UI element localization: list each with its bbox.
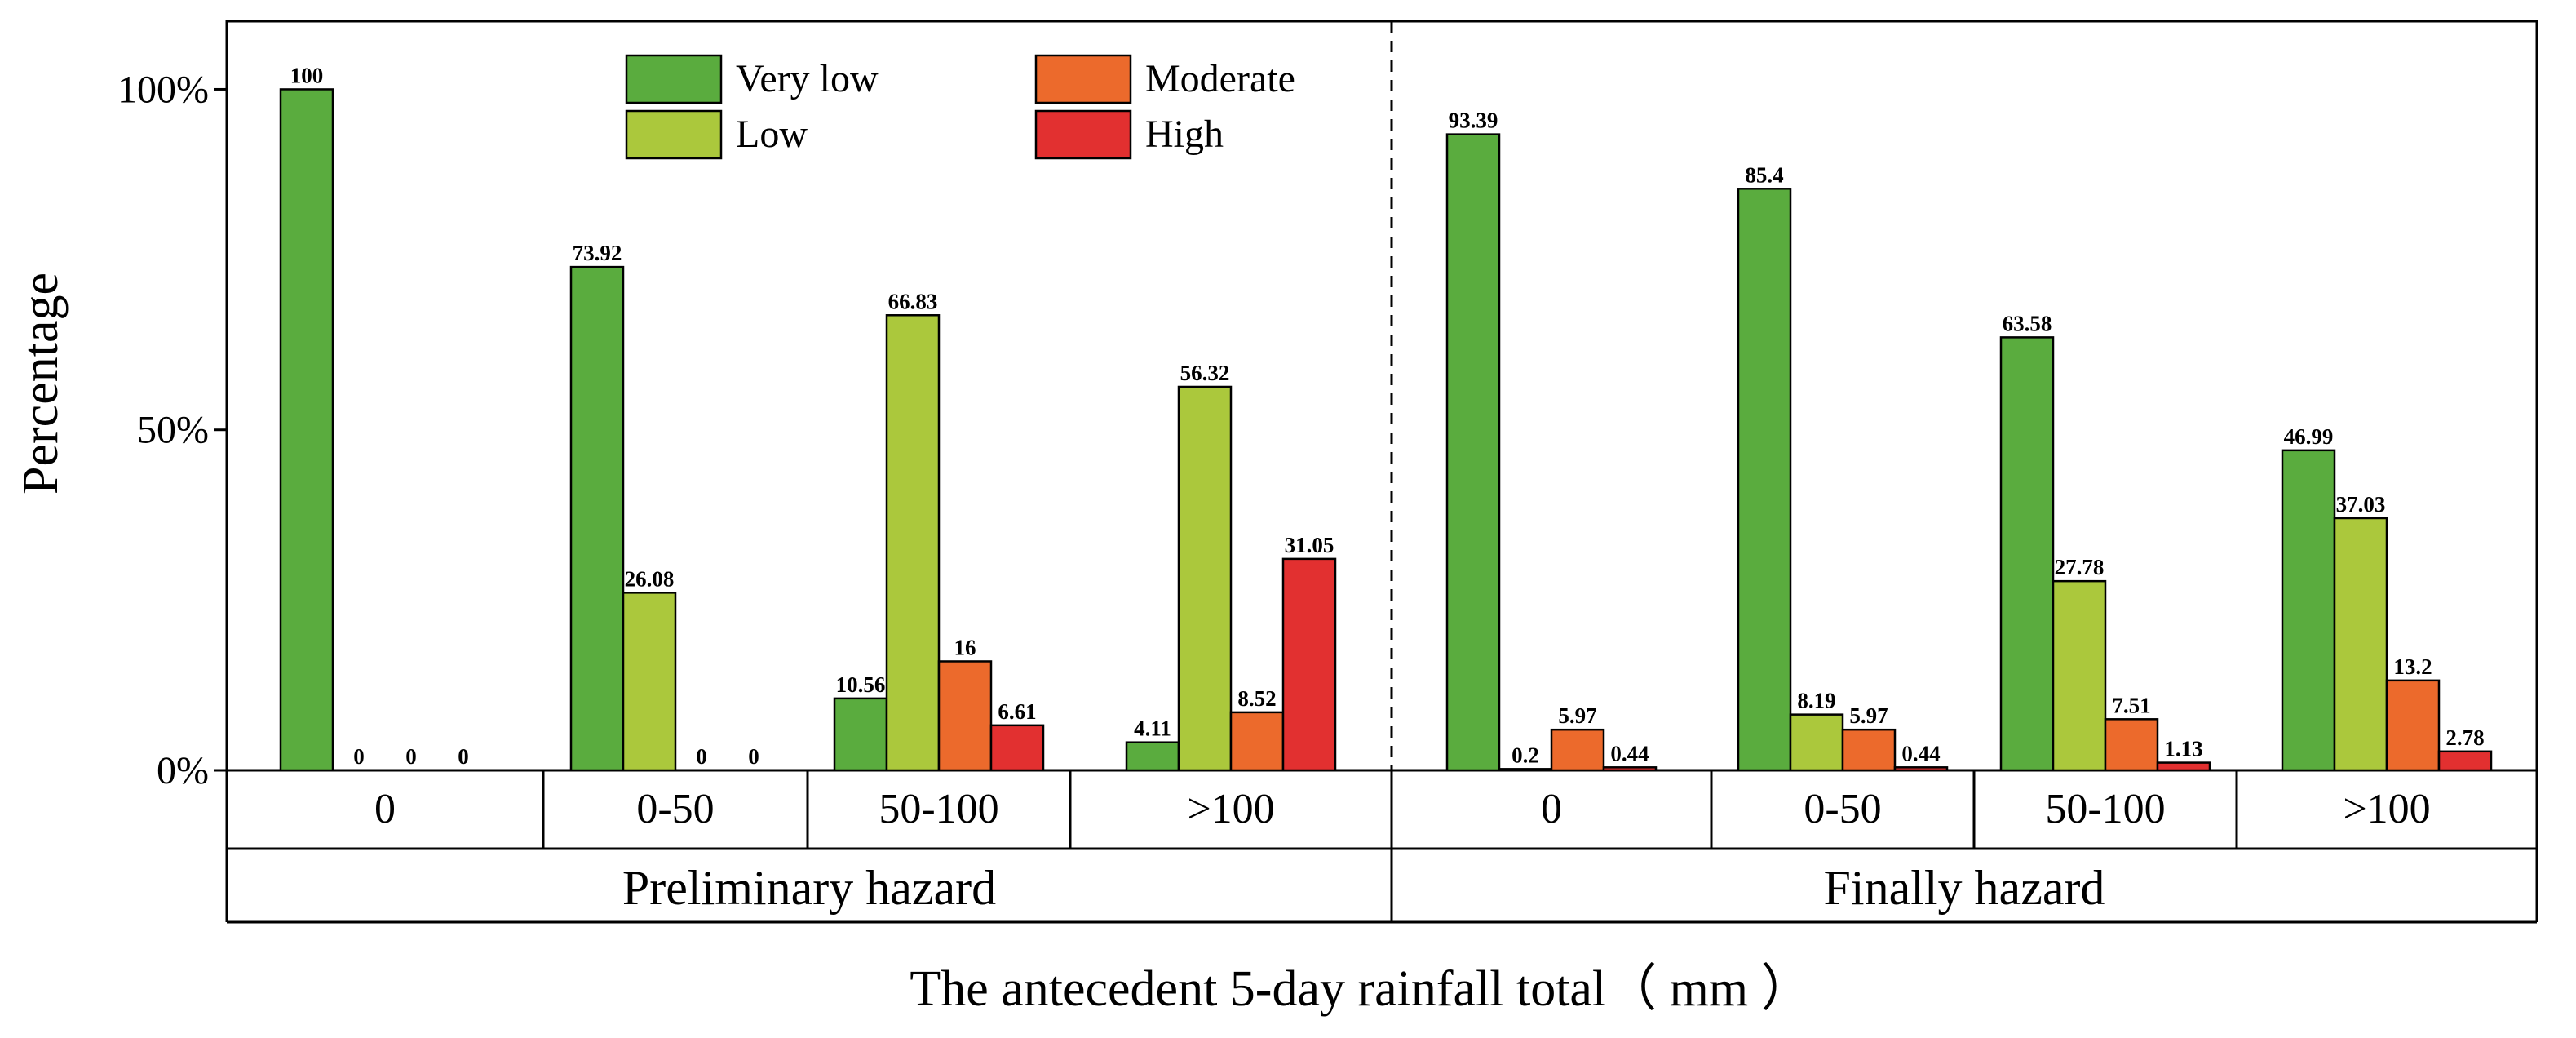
bar-high xyxy=(2156,761,2211,772)
bar-value-label: 5.97 xyxy=(1849,703,1888,728)
bar-value-label: 63.58 xyxy=(2003,311,2052,335)
y-tick-label: 100% xyxy=(117,68,209,111)
bar-very-low xyxy=(1737,188,1792,772)
bar-value-label: 0 xyxy=(748,744,759,769)
legend-label: High xyxy=(1145,113,1224,156)
bar-high xyxy=(1281,557,1337,772)
bar-value-label: 7.51 xyxy=(2112,693,2150,717)
bar-value-label: 37.03 xyxy=(2336,492,2386,517)
bar-value-label: 46.99 xyxy=(2284,424,2334,449)
bar-value-label: 66.83 xyxy=(888,289,938,313)
bar-moderate xyxy=(2385,679,2441,772)
legend: Very low Low Moderate High xyxy=(625,54,1295,160)
bar-value-label: 0.44 xyxy=(1901,741,1940,765)
bar-high xyxy=(1893,766,1949,772)
bar-value-label: 4.11 xyxy=(1134,716,1171,741)
legend-swatch-very-low xyxy=(625,54,723,104)
bar-value-label: 1.13 xyxy=(2164,737,2202,761)
bar-moderate xyxy=(1229,711,1285,772)
bar-value-label: 0 xyxy=(405,744,417,769)
bar-low xyxy=(2333,517,2388,772)
bar-value-label: 2.78 xyxy=(2445,725,2484,750)
bar-very-low xyxy=(1445,133,1501,772)
bar-moderate xyxy=(937,660,993,772)
bar-high xyxy=(2437,750,2493,772)
bar-very-low xyxy=(1125,741,1180,772)
bar-high xyxy=(1602,766,1658,772)
bar-very-low xyxy=(279,88,334,772)
bar-moderate xyxy=(1550,728,1605,772)
bar-value-label: 93.39 xyxy=(1449,109,1498,133)
bar-low xyxy=(1789,713,1844,772)
bar-value-label: 0 xyxy=(458,744,469,769)
bar-very-low xyxy=(569,265,625,772)
category-label: >100 xyxy=(2343,786,2430,832)
category-label: 50-100 xyxy=(2045,786,2165,832)
legend-label: Moderate xyxy=(1145,57,1295,100)
bar-value-label: 73.92 xyxy=(573,241,622,265)
bar-value-label: 6.61 xyxy=(998,699,1036,724)
bar-very-low xyxy=(1999,336,2055,772)
bar-value-label: 10.56 xyxy=(836,672,886,697)
bar-value-label: 85.4 xyxy=(1745,162,1783,187)
legend-swatch-low xyxy=(625,109,723,160)
category-label: 0-50 xyxy=(1804,786,1881,832)
bar-low xyxy=(2052,579,2107,772)
category-label: 50-100 xyxy=(879,786,998,832)
y-tick-label: 0% xyxy=(157,749,209,792)
bar-value-label: 56.32 xyxy=(1180,361,1230,385)
bar-low xyxy=(622,592,677,772)
legend-swatch-moderate xyxy=(1034,54,1132,104)
bar-value-label: 16 xyxy=(954,635,976,659)
bar-very-low xyxy=(2281,449,2336,772)
bar-low xyxy=(885,314,941,772)
bar-value-label: 13.2 xyxy=(2393,654,2432,679)
group-label: Preliminary hazard xyxy=(622,861,996,915)
bar-value-label: 0 xyxy=(696,744,707,769)
bar-value-label: 0.2 xyxy=(1512,743,1539,767)
bar-value-label: 8.19 xyxy=(1797,689,1835,713)
y-axis-label: Percentage xyxy=(13,273,69,495)
category-label: 0 xyxy=(1541,786,1562,832)
bar-value-label: 0 xyxy=(353,744,365,769)
bar-low xyxy=(1498,768,1553,772)
bar-high xyxy=(989,724,1045,772)
bar-value-label: 100 xyxy=(290,63,324,87)
bar-moderate xyxy=(1841,728,1897,772)
y-tick-label: 50% xyxy=(137,409,209,452)
bar-value-label: 5.97 xyxy=(1558,703,1596,728)
legend-swatch-high xyxy=(1034,109,1132,160)
bar-value-label: 8.52 xyxy=(1237,686,1276,711)
bar-value-label: 0.44 xyxy=(1610,741,1649,765)
bar-value-label: 26.08 xyxy=(625,566,675,591)
plot-frame xyxy=(225,20,2538,772)
legend-label: Low xyxy=(736,113,808,156)
x-axis-label: The antecedent 5-day rainfall total（ mm … xyxy=(910,961,1811,1017)
category-label: 0 xyxy=(374,786,396,832)
legend-label: Very low xyxy=(736,57,879,100)
bar-value-label: 31.05 xyxy=(1285,533,1334,557)
bar-very-low xyxy=(833,697,888,772)
bar-low xyxy=(1177,385,1233,772)
bar-moderate xyxy=(2104,718,2159,772)
bar-value-label: 27.78 xyxy=(2055,555,2105,579)
group-label: Finally hazard xyxy=(1824,861,2105,915)
category-label: >100 xyxy=(1187,786,1274,832)
category-label: 0-50 xyxy=(636,786,714,832)
